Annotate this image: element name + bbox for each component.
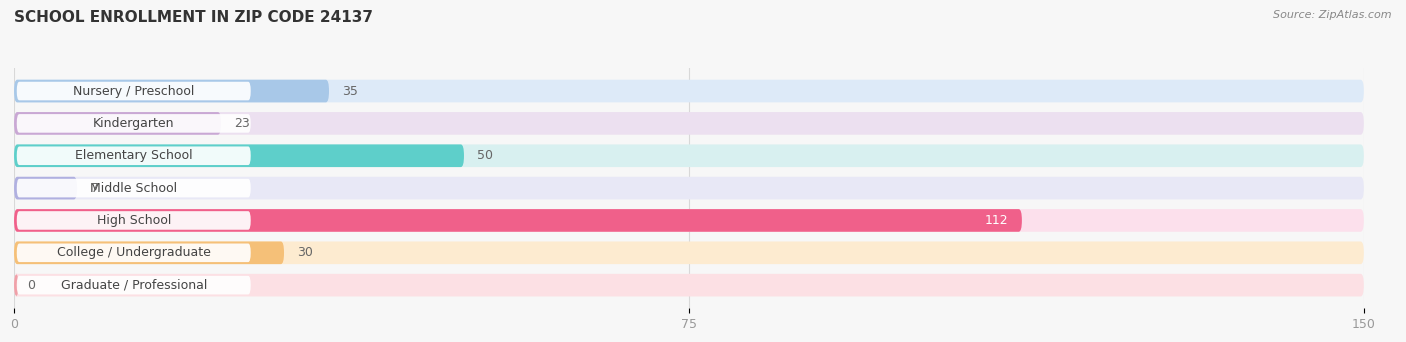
FancyBboxPatch shape xyxy=(14,144,464,167)
FancyBboxPatch shape xyxy=(14,144,1364,167)
FancyBboxPatch shape xyxy=(14,80,329,102)
Text: Kindergarten: Kindergarten xyxy=(93,117,174,130)
Text: High School: High School xyxy=(97,214,172,227)
FancyBboxPatch shape xyxy=(14,241,1364,264)
FancyBboxPatch shape xyxy=(14,177,77,199)
FancyBboxPatch shape xyxy=(17,114,250,133)
FancyBboxPatch shape xyxy=(17,146,250,165)
FancyBboxPatch shape xyxy=(17,244,250,262)
Text: 7: 7 xyxy=(90,182,98,195)
Text: College / Undergraduate: College / Undergraduate xyxy=(56,246,211,259)
FancyBboxPatch shape xyxy=(14,241,284,264)
Text: 112: 112 xyxy=(984,214,1008,227)
Text: 30: 30 xyxy=(298,246,314,259)
FancyBboxPatch shape xyxy=(14,112,1364,135)
Text: Graduate / Professional: Graduate / Professional xyxy=(60,279,207,292)
FancyBboxPatch shape xyxy=(14,177,1364,199)
FancyBboxPatch shape xyxy=(14,209,1022,232)
FancyBboxPatch shape xyxy=(17,211,250,230)
Text: Nursery / Preschool: Nursery / Preschool xyxy=(73,84,194,97)
Text: Source: ZipAtlas.com: Source: ZipAtlas.com xyxy=(1274,10,1392,20)
FancyBboxPatch shape xyxy=(14,209,1364,232)
FancyBboxPatch shape xyxy=(14,274,1364,297)
Text: 50: 50 xyxy=(478,149,494,162)
Text: SCHOOL ENROLLMENT IN ZIP CODE 24137: SCHOOL ENROLLMENT IN ZIP CODE 24137 xyxy=(14,10,373,25)
FancyBboxPatch shape xyxy=(17,276,250,294)
Text: Elementary School: Elementary School xyxy=(75,149,193,162)
FancyBboxPatch shape xyxy=(17,82,250,100)
Text: Middle School: Middle School xyxy=(90,182,177,195)
Text: 35: 35 xyxy=(343,84,359,97)
FancyBboxPatch shape xyxy=(14,112,221,135)
FancyBboxPatch shape xyxy=(14,274,18,297)
FancyBboxPatch shape xyxy=(14,80,1364,102)
FancyBboxPatch shape xyxy=(17,179,250,197)
Text: 23: 23 xyxy=(235,117,250,130)
Text: 0: 0 xyxy=(28,279,35,292)
